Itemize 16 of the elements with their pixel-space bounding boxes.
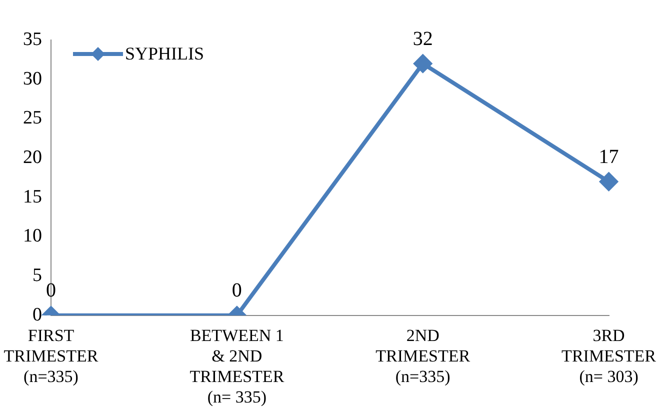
y-tick-label: 10 (23, 226, 42, 247)
y-tick-label: 15 (23, 186, 42, 208)
data-label: 32 (412, 28, 433, 50)
x-tick-label: BETWEEN 1 & 2ND TRIMESTER (n= 335) (190, 326, 285, 406)
data-label: 0 (232, 280, 242, 302)
y-tick-label: 30 (23, 68, 42, 90)
legend-label: SYPHILIS (125, 44, 204, 64)
y-tick-label: 20 (23, 147, 42, 168)
y-tick-label: 5 (32, 265, 42, 286)
y-tick-label: 25 (23, 108, 42, 129)
x-tick-label: 3RD TRIMESTER (n= 303) (562, 326, 657, 386)
y-tick-label: 0 (32, 304, 42, 326)
x-tick-label: FIRST TRIMESTER (n=335) (4, 326, 99, 386)
x-tick-label: 2ND TRIMESTER (n=335) (376, 326, 471, 386)
data-label: 17 (598, 146, 619, 168)
y-tick-label: 35 (23, 28, 42, 50)
